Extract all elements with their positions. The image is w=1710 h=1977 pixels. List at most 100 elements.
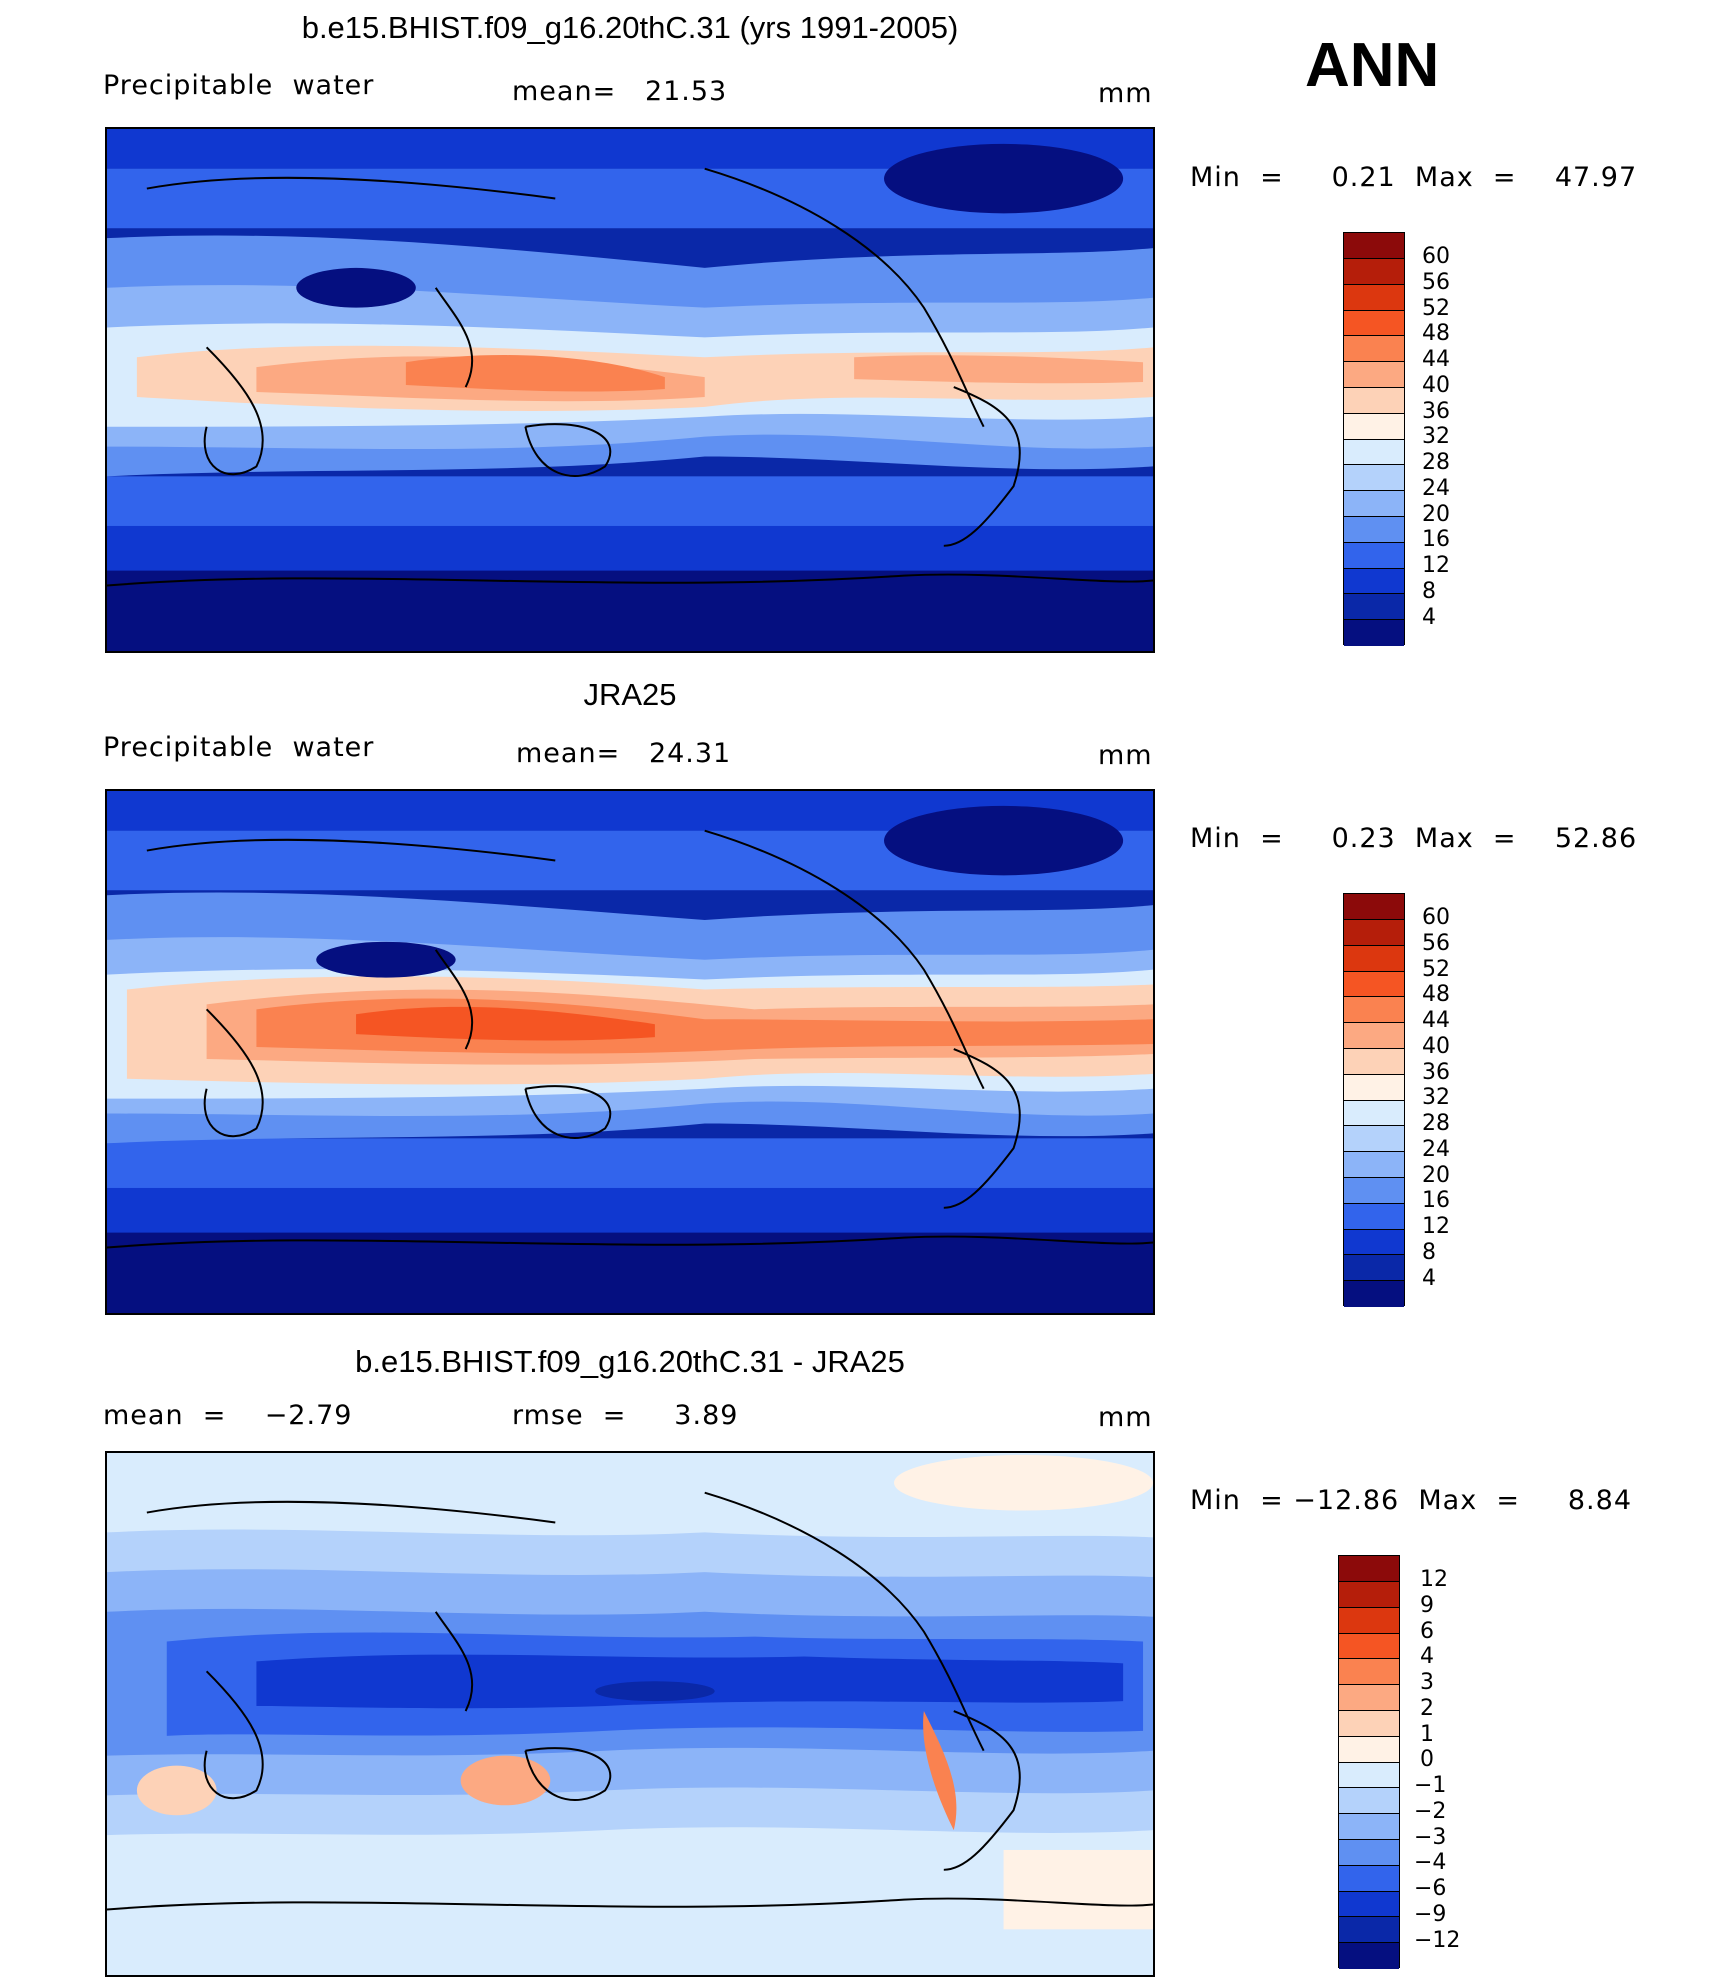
panel-1-colorbar-swatch — [1344, 568, 1404, 595]
panel-3-colorbar-swatch — [1339, 1891, 1399, 1918]
panel-2-colorbar-swatch — [1344, 1177, 1404, 1204]
panel-3-colorbar-swatch — [1339, 1736, 1399, 1763]
panel-3-colorbar-swatch — [1339, 1556, 1399, 1582]
panel-3-colorbar-tick: 0 — [1420, 1747, 1434, 1772]
panel-2-colorbar-swatch — [1344, 1048, 1404, 1075]
panel-2-colorbar-tick: 28 — [1422, 1111, 1450, 1136]
panel-2-colorbar-swatch — [1344, 1126, 1404, 1153]
panel-3-colorbar-swatch — [1339, 1762, 1399, 1789]
panel-2-colorbar-tick: 4 — [1422, 1266, 1436, 1291]
panel-1-colorbar-swatch — [1344, 594, 1404, 621]
panel-1-colorbar-swatch — [1344, 336, 1404, 363]
panel-3-colorbar-tick: 12 — [1420, 1567, 1448, 1592]
panel-1-colorbar-tick: 60 — [1422, 244, 1450, 269]
panel-2-colorbar-swatch — [1344, 945, 1404, 972]
panel-3-colorbar-swatch — [1339, 1633, 1399, 1660]
panel-1-colorbar-swatch — [1344, 387, 1404, 414]
panel-1-colorbar-tick: 12 — [1422, 553, 1450, 578]
panel-2-colorbar-tick: 24 — [1422, 1137, 1450, 1162]
panel-3-colorbar-swatch — [1339, 1943, 1399, 1969]
panel-1-colorbar-tick: 24 — [1422, 476, 1450, 501]
panel-3-colorbar-swatch — [1339, 1814, 1399, 1840]
panel-3-colorbar — [1338, 1555, 1400, 1969]
panel-2-colorbar-swatch — [1344, 920, 1404, 946]
panel-3-colorbar-tick: −1 — [1414, 1773, 1447, 1798]
panel-3-colorbar-tick: 9 — [1420, 1593, 1434, 1618]
panel-2-title: JRA25 — [583, 677, 677, 712]
panel-3-rmse-label: rmse = 3.89 — [512, 1400, 739, 1431]
panel-2-mean-label: mean= 24.31 — [516, 738, 732, 769]
panel-3-colorbar-swatch — [1339, 1710, 1399, 1737]
panel-2-colorbar-swatch — [1344, 1203, 1404, 1230]
panel-3-map — [105, 1451, 1155, 1977]
panel-2-variable-label: Precipitable water — [103, 732, 375, 763]
panel-2-colorbar-swatch — [1344, 997, 1404, 1024]
panel-3-colorbar-tick: 6 — [1420, 1619, 1434, 1644]
panel-3-colorbar-tick: 1 — [1420, 1722, 1434, 1747]
panel-1-map — [105, 127, 1155, 653]
panel-3-colorbar-tick: −6 — [1414, 1876, 1447, 1901]
panel-3-colorbar-swatch — [1339, 1582, 1399, 1608]
panel-2-map — [105, 789, 1155, 1315]
panel-3-title: b.e15.BHIST.f09_g16.20thC.31 - JRA25 — [355, 1344, 905, 1379]
panel-2-colorbar-tick: 12 — [1422, 1214, 1450, 1239]
panel-1-colorbar-tick: 40 — [1422, 373, 1450, 398]
panel-1-colorbar-swatch — [1344, 516, 1404, 543]
panel-3-colorbar-tick: 3 — [1420, 1670, 1434, 1695]
panel-1-minmax-label: Min = 0.21 Max = 47.97 — [1190, 162, 1638, 193]
panel-3-colorbar-swatch — [1339, 1788, 1399, 1815]
panel-2-colorbar-tick: 8 — [1422, 1240, 1436, 1265]
panel-1-colorbar-swatch — [1344, 259, 1404, 285]
panel-3-colorbar-swatch — [1339, 1865, 1399, 1892]
panel-1-colorbar-tick: 52 — [1422, 296, 1450, 321]
panel-1-mean-label: mean= 21.53 — [512, 76, 728, 107]
panel-1-colorbar-swatch — [1344, 284, 1404, 311]
panel-1-colorbar-tick: 48 — [1422, 321, 1450, 346]
panel-1-colorbar — [1343, 232, 1405, 646]
panel-2-minmax-label: Min = 0.23 Max = 52.86 — [1190, 823, 1638, 854]
panel-1-colorbar-tick: 20 — [1422, 502, 1450, 527]
panel-2-colorbar-swatch — [1344, 971, 1404, 998]
panel-1-units-label: mm — [1098, 78, 1153, 109]
panel-3-mean-label: mean = −2.79 — [103, 1400, 353, 1431]
panel-3-units-label: mm — [1098, 1402, 1153, 1433]
panel-3-colorbar-swatch — [1339, 1659, 1399, 1686]
panel-2-colorbar-tick: 20 — [1422, 1163, 1450, 1188]
panel-2-colorbar-swatch — [1344, 1255, 1404, 1282]
panel-1-colorbar-tick: 36 — [1422, 399, 1450, 424]
panel-1-variable-label: Precipitable water — [103, 70, 375, 101]
panel-1-colorbar-swatch — [1344, 491, 1404, 517]
panel-1-colorbar-swatch — [1344, 542, 1404, 569]
panel-3-colorbar-tick: −12 — [1414, 1928, 1461, 1953]
panel-2-colorbar-tick: 52 — [1422, 957, 1450, 982]
panel-2-colorbar — [1343, 893, 1405, 1307]
panel-2-colorbar-tick: 56 — [1422, 931, 1450, 956]
panel-2-colorbar-tick: 16 — [1422, 1188, 1450, 1213]
panel-2-colorbar-tick: 60 — [1422, 905, 1450, 930]
panel-1-colorbar-swatch — [1344, 465, 1404, 492]
panel-2-colorbar-tick: 36 — [1422, 1060, 1450, 1085]
panel-1-colorbar-tick: 28 — [1422, 450, 1450, 475]
panel-3-minmax-label: Min = −12.86 Max = 8.84 — [1190, 1485, 1633, 1516]
panel-2-colorbar-swatch — [1344, 1229, 1404, 1256]
panel-1-colorbar-tick: 4 — [1422, 605, 1436, 630]
panel-1-colorbar-swatch — [1344, 620, 1404, 646]
panel-2-colorbar-tick: 40 — [1422, 1034, 1450, 1059]
panel-2-units-label: mm — [1098, 740, 1153, 771]
panel-1-colorbar-tick: 56 — [1422, 270, 1450, 295]
panel-2-colorbar-swatch — [1344, 1023, 1404, 1049]
panel-1-colorbar-tick: 32 — [1422, 424, 1450, 449]
panel-1-colorbar-swatch — [1344, 310, 1404, 337]
panel-3-colorbar-tick: 2 — [1420, 1696, 1434, 1721]
panel-1-colorbar-tick: 16 — [1422, 527, 1450, 552]
panel-1-colorbar-swatch — [1344, 413, 1404, 440]
panel-2-colorbar-swatch — [1344, 1152, 1404, 1178]
panel-1-title: b.e15.BHIST.f09_g16.20thC.31 (yrs 1991-2… — [301, 10, 959, 45]
panel-1-colorbar-swatch — [1344, 439, 1404, 466]
panel-2-colorbar-swatch — [1344, 1281, 1404, 1307]
panel-3-colorbar-swatch — [1339, 1685, 1399, 1711]
panel-3-colorbar-swatch — [1339, 1917, 1399, 1944]
panel-2-colorbar-swatch — [1344, 894, 1404, 920]
panel-2-colorbar-swatch — [1344, 1074, 1404, 1101]
panel-2-colorbar-tick: 48 — [1422, 982, 1450, 1007]
